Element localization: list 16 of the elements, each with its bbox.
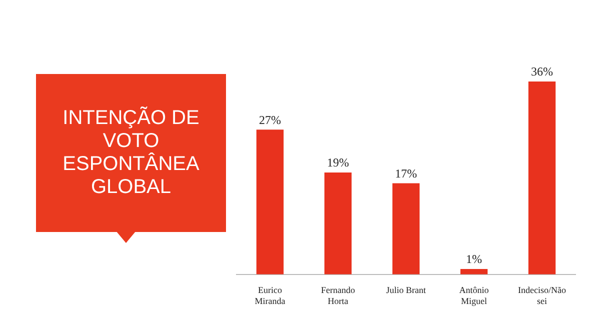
bar — [324, 172, 352, 274]
x-tick-label: Fernando Horta — [321, 285, 356, 306]
data-label: 1% — [466, 252, 482, 266]
x-tick-label: Eurico Miranda — [254, 285, 286, 306]
bar — [528, 81, 556, 274]
bar — [392, 183, 420, 274]
data-label: 27% — [259, 112, 281, 127]
x-tick-label: Indeciso/Não sei — [518, 285, 566, 306]
data-label: 17% — [395, 166, 417, 180]
data-label: 19% — [327, 156, 349, 170]
bar — [460, 269, 488, 274]
x-tick-label: Julio Brant — [386, 285, 426, 296]
bar — [256, 130, 284, 274]
x-tick-label: Antônio Miguel — [459, 285, 490, 306]
data-label: 36% — [531, 64, 553, 79]
text: INTENÇÃO DE VOTO ESPONTÂNEA GLOBAL — [36, 74, 226, 232]
